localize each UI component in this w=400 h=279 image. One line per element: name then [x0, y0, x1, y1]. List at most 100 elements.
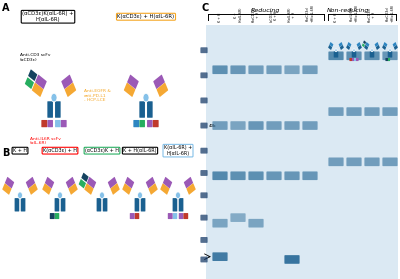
- FancyBboxPatch shape: [55, 120, 61, 127]
- FancyBboxPatch shape: [302, 121, 318, 130]
- FancyBboxPatch shape: [382, 45, 386, 50]
- FancyBboxPatch shape: [352, 51, 354, 57]
- FancyBboxPatch shape: [212, 219, 228, 228]
- FancyBboxPatch shape: [130, 213, 135, 219]
- FancyBboxPatch shape: [376, 45, 380, 50]
- FancyBboxPatch shape: [212, 121, 228, 130]
- FancyBboxPatch shape: [200, 148, 208, 153]
- FancyBboxPatch shape: [108, 177, 117, 188]
- FancyBboxPatch shape: [284, 171, 300, 180]
- FancyBboxPatch shape: [356, 58, 358, 61]
- FancyBboxPatch shape: [340, 45, 344, 50]
- FancyBboxPatch shape: [87, 177, 96, 188]
- Text: H(αIL-6R)
+ H: H(αIL-6R) + H: [288, 7, 296, 22]
- FancyBboxPatch shape: [362, 43, 365, 47]
- FancyBboxPatch shape: [200, 237, 208, 243]
- Text: K(αIL-6R) +
H(αIL-6R): K(αIL-6R) + H(αIL-6R): [164, 145, 192, 156]
- FancyBboxPatch shape: [153, 120, 159, 127]
- FancyBboxPatch shape: [212, 252, 228, 261]
- FancyBboxPatch shape: [160, 183, 170, 195]
- FancyBboxPatch shape: [382, 107, 398, 116]
- Circle shape: [371, 49, 373, 52]
- FancyBboxPatch shape: [346, 107, 362, 116]
- Text: K(αCD3ε)
+ H: K(αCD3ε) + H: [252, 7, 260, 22]
- FancyBboxPatch shape: [21, 198, 25, 211]
- FancyBboxPatch shape: [248, 219, 264, 228]
- Text: Anti-CD3 scFv
(αCD3ε): Anti-CD3 scFv (αCD3ε): [20, 53, 50, 62]
- FancyBboxPatch shape: [390, 51, 392, 57]
- FancyBboxPatch shape: [173, 198, 177, 211]
- FancyBboxPatch shape: [157, 83, 168, 97]
- FancyBboxPatch shape: [186, 183, 196, 195]
- FancyBboxPatch shape: [302, 171, 318, 180]
- FancyBboxPatch shape: [184, 177, 193, 188]
- FancyBboxPatch shape: [375, 42, 379, 47]
- Circle shape: [389, 49, 391, 52]
- FancyBboxPatch shape: [393, 42, 397, 47]
- FancyBboxPatch shape: [5, 177, 14, 188]
- FancyBboxPatch shape: [133, 120, 139, 127]
- Text: Anti-IL6R scFv
(αIL-6R): Anti-IL6R scFv (αIL-6R): [30, 137, 61, 145]
- FancyBboxPatch shape: [110, 183, 120, 195]
- FancyBboxPatch shape: [354, 58, 356, 61]
- FancyBboxPatch shape: [346, 51, 362, 60]
- FancyBboxPatch shape: [352, 58, 354, 61]
- FancyBboxPatch shape: [328, 51, 344, 60]
- Text: K +
H(αIL-6R): K + H(αIL-6R): [234, 7, 242, 22]
- FancyBboxPatch shape: [146, 177, 155, 188]
- FancyBboxPatch shape: [42, 183, 52, 195]
- Circle shape: [176, 192, 180, 199]
- FancyBboxPatch shape: [153, 74, 165, 89]
- FancyBboxPatch shape: [200, 98, 208, 103]
- FancyBboxPatch shape: [139, 120, 145, 127]
- FancyBboxPatch shape: [84, 183, 94, 195]
- FancyBboxPatch shape: [147, 120, 153, 127]
- Text: K + H: K + H: [334, 13, 338, 22]
- FancyBboxPatch shape: [394, 45, 398, 50]
- FancyBboxPatch shape: [200, 193, 208, 198]
- FancyBboxPatch shape: [179, 198, 183, 211]
- FancyBboxPatch shape: [284, 121, 300, 130]
- FancyBboxPatch shape: [139, 101, 145, 118]
- FancyBboxPatch shape: [382, 157, 398, 166]
- FancyBboxPatch shape: [2, 183, 12, 195]
- FancyBboxPatch shape: [61, 120, 67, 127]
- FancyBboxPatch shape: [41, 120, 47, 127]
- FancyBboxPatch shape: [230, 171, 246, 180]
- FancyBboxPatch shape: [148, 183, 158, 195]
- FancyBboxPatch shape: [61, 198, 65, 211]
- FancyBboxPatch shape: [372, 51, 374, 57]
- FancyBboxPatch shape: [200, 257, 208, 262]
- FancyBboxPatch shape: [135, 198, 139, 211]
- Circle shape: [335, 49, 337, 52]
- FancyBboxPatch shape: [68, 183, 78, 195]
- FancyBboxPatch shape: [47, 101, 53, 118]
- FancyBboxPatch shape: [79, 179, 86, 188]
- FancyBboxPatch shape: [364, 107, 380, 116]
- FancyBboxPatch shape: [230, 121, 246, 130]
- FancyBboxPatch shape: [248, 171, 264, 180]
- Text: K(αCD3ε)
+H(αIL-6R): K(αCD3ε) +H(αIL-6R): [306, 4, 314, 22]
- FancyBboxPatch shape: [346, 157, 362, 166]
- FancyBboxPatch shape: [183, 213, 188, 219]
- Text: K(αCD3ε) + H: K(αCD3ε) + H: [43, 148, 77, 153]
- FancyBboxPatch shape: [357, 42, 361, 47]
- FancyBboxPatch shape: [230, 213, 246, 222]
- FancyBboxPatch shape: [61, 74, 73, 89]
- FancyBboxPatch shape: [168, 213, 173, 219]
- FancyBboxPatch shape: [358, 45, 362, 50]
- FancyBboxPatch shape: [302, 66, 318, 74]
- FancyBboxPatch shape: [328, 107, 344, 116]
- FancyBboxPatch shape: [383, 42, 387, 47]
- Circle shape: [143, 93, 149, 102]
- FancyBboxPatch shape: [35, 74, 47, 89]
- Text: Anti-EGFR &
anti-PD-L1
- HCP-LCE: Anti-EGFR & anti-PD-L1 - HCP-LCE: [84, 89, 111, 102]
- FancyBboxPatch shape: [55, 198, 59, 211]
- FancyBboxPatch shape: [25, 77, 34, 89]
- FancyBboxPatch shape: [230, 66, 246, 74]
- FancyBboxPatch shape: [329, 42, 333, 47]
- FancyBboxPatch shape: [328, 157, 344, 166]
- Text: (αCD3ε)K + H: (αCD3ε)K + H: [85, 148, 119, 153]
- FancyBboxPatch shape: [127, 74, 139, 89]
- FancyBboxPatch shape: [122, 183, 132, 195]
